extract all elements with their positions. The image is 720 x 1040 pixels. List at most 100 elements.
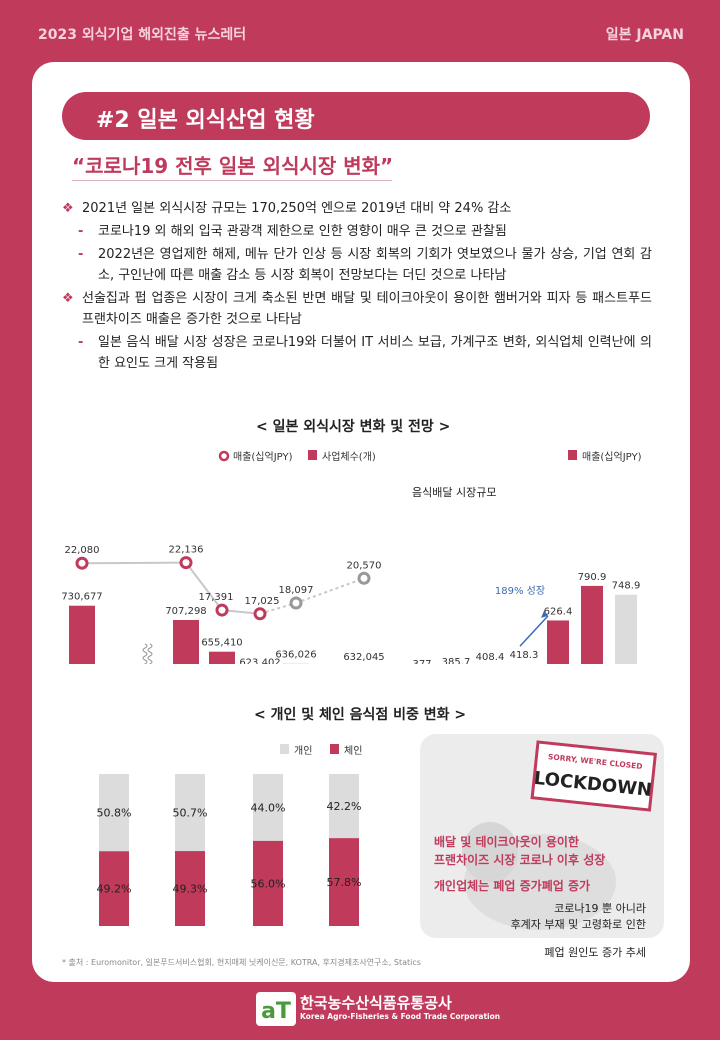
bar-label: 49.2% — [97, 883, 132, 896]
source-footnote: * 출처 : Euromonitor, 일본푸드서비스협회, 현지매체 닛케이신… — [62, 958, 421, 967]
bullet-marker: ❖ — [62, 291, 74, 306]
bar-chain — [253, 840, 283, 926]
logo-letters: aT — [261, 999, 291, 1024]
delivery-market-chart: 매출(십억JPY) 음식배달 시장규모 3772016385.7'17408.4… — [412, 450, 642, 664]
bullet-marker: - — [78, 335, 84, 350]
legend-label: 매출(십억JPY) — [582, 451, 642, 463]
market-change-chart: 매출(십억JPY) 사업체수(개) 730,677 707,298 655,410 62… — [61, 450, 385, 664]
bullet-sub: - 일본 음식 배달 시장 성장은 코로나19와 더불어 IT 서비스 보급, … — [62, 332, 652, 374]
chart-bars: 3772016385.7'17408.4'18418.3'19626.4'207… — [412, 572, 641, 664]
region-label: 일본 JAPAN — [605, 27, 684, 43]
content-card: #2 일본 외식산업 현황 “코로나19 전후 일본 외식시장 변화” ❖ 20… — [32, 62, 690, 982]
legend-label: 체인 — [344, 745, 362, 757]
growth-arrow — [519, 615, 549, 647]
top-bar: 2023 외식기업 해외진출 뉴스레터 일본 JAPAN — [0, 0, 720, 62]
bar-label: 385.7 — [442, 657, 471, 664]
bullet-text: 2022년은 영업제한 해제, 메뉴 단가 인상 등 시장 회복의 기회가 엿보… — [98, 247, 652, 283]
sales-point — [357, 571, 371, 585]
chart-heading-share: < 개인 및 체인 음식점 비중 변화 > — [254, 707, 467, 723]
chart-bars: 50.8% 49.2% 50.7% 49.3% 44.0% 56.0% 42.2% 57.8% — [97, 774, 362, 926]
bullet-text: 코로나19 외 해외 입국 관광객 제한으로 인한 영향이 매우 큰 것으로 관… — [98, 224, 507, 239]
bar-business-count — [173, 619, 199, 664]
chart-heading-market: < 일본 외식시장 변화 및 전망 > — [256, 419, 451, 435]
bullet-marker: ❖ — [62, 201, 74, 216]
bar-label: 655,410 — [201, 638, 242, 649]
growth-annotation: 189% 성장 — [495, 585, 545, 597]
lockdown-line5: 후계자 부재 및 고령화로 인한 — [511, 918, 646, 931]
bar-delivery — [581, 585, 603, 664]
axis-break-mark — [142, 643, 148, 664]
bar-label: 730,677 — [61, 592, 102, 603]
point-label: 17,025 — [245, 596, 280, 607]
point-label: 22,080 — [65, 545, 100, 556]
org-name-kr: 한국농수산식품유통공사 — [300, 994, 452, 1012]
point-label: 17,391 — [199, 592, 234, 603]
bar-label: 57.8% — [327, 876, 362, 889]
chart-title: 음식배달 시장규모 — [412, 486, 496, 499]
bar-label: 748.9 — [612, 581, 641, 592]
point-label: 18,097 — [279, 585, 314, 596]
bullet-list: ❖ 2021년 일본 외식시장 규모는 170,250억 엔으로 2019년 대… — [62, 198, 652, 376]
quote-title: “코로나19 전후 일본 외식시장 변화” — [72, 154, 394, 178]
bar-label: 42.2% — [327, 800, 362, 813]
legend-marker-chain — [330, 744, 339, 754]
bar-personal — [253, 774, 283, 841]
legend-marker-sales — [568, 450, 577, 460]
at-logo-icon: aT — [256, 992, 296, 1026]
bullet-main: ❖ 선술집과 펍 업종은 시장이 크게 축소된 반면 배달 및 테이크아웃이 용… — [62, 288, 652, 330]
bar-label: 49.3% — [173, 883, 208, 896]
bar-label: 636,026 — [275, 650, 316, 661]
sales-line-segment — [295, 577, 365, 604]
bar-label: 56.0% — [251, 877, 286, 890]
sales-point — [289, 596, 303, 610]
bar-label: 44.0% — [251, 801, 286, 814]
newsletter-title: 2023 외식기업 해외진출 뉴스레터 — [38, 27, 247, 43]
footer-logo: aT 한국농수산식품유통공사 Korea Agro-Fisheries & Fo… — [0, 988, 720, 1038]
bar-chain — [175, 851, 205, 926]
chart-legend: 개인 체인 — [280, 744, 362, 757]
lockdown-illustration: SORRY, WE'RE CLOSED LOCKDOWN 배달 및 테이크아웃이… — [434, 740, 658, 931]
bullet-text: 일본 음식 배달 시장 성장은 코로나19와 더불어 IT 서비스 보급, 가계… — [98, 335, 652, 371]
bullet-sub: - 2022년은 영업제한 해제, 메뉴 단가 인상 등 시장 회복의 기회가 … — [62, 244, 652, 286]
sales-point — [253, 607, 267, 621]
bar-label: 50.7% — [173, 807, 208, 820]
bar-label: 707,298 — [165, 606, 206, 617]
bar-business-count — [69, 605, 95, 664]
bar-label: 626.4 — [544, 606, 573, 617]
quote-underline — [72, 180, 392, 181]
bullet-marker: - — [78, 247, 84, 262]
legend-marker-personal — [280, 744, 289, 754]
sales-point — [179, 556, 193, 570]
legend-label: 매출(십억JPY) — [233, 451, 293, 463]
legend-label: 사업체수(개) — [322, 450, 376, 463]
bullet-text: 선술집과 펍 업종은 시장이 크게 축소된 반면 배달 및 테이크아웃이 용이한… — [82, 291, 652, 327]
bar-label: 50.8% — [97, 807, 132, 820]
chart-legend: 매출(십억JPY) 사업체수(개) — [218, 450, 376, 463]
bar-label: 377 — [412, 659, 431, 664]
bar-business-count — [209, 651, 235, 664]
lockdown-line1: 배달 및 테이크아웃이 용이한 — [434, 834, 579, 849]
bar-personal — [99, 774, 129, 852]
axis-break-mark — [147, 643, 153, 664]
share-change-chart: 개인 체인 50.8% 49.2% 50.7% 49.3% 44.0% 56.0% 42.2%… — [97, 744, 362, 926]
bar-personal — [329, 774, 359, 839]
point-label: 22,136 — [169, 545, 204, 556]
sign-border — [530, 740, 658, 812]
bar-delivery — [547, 620, 569, 664]
bar-delivery — [615, 594, 637, 664]
bullet-marker: - — [78, 224, 84, 239]
bullet-sub: - 코로나19 외 해외 입국 관광객 제한으로 인한 영향이 매우 큰 것으로… — [62, 221, 652, 242]
lockdown-line3: 개인업체는 폐업 증가폐업 증가 — [434, 878, 590, 893]
bar-personal — [175, 774, 205, 852]
bar-chain — [329, 838, 359, 926]
lockdown-panel: SORRY, WE'RE CLOSED LOCKDOWN 배달 및 테이크아웃이… — [420, 734, 664, 959]
sales-point — [215, 603, 229, 617]
legend-label: 개인 — [294, 745, 312, 757]
sales-point — [75, 556, 89, 570]
bullet-text: 2021년 일본 외식시장 규모는 170,250억 엔으로 2019년 대비 … — [82, 201, 512, 216]
lockdown-line4: 코로나19 뿐 아니라 — [554, 902, 646, 915]
org-name-en: Korea Agro-Fisheries & Food Trade Corpor… — [300, 1012, 501, 1021]
point-label: 20,570 — [347, 560, 382, 571]
